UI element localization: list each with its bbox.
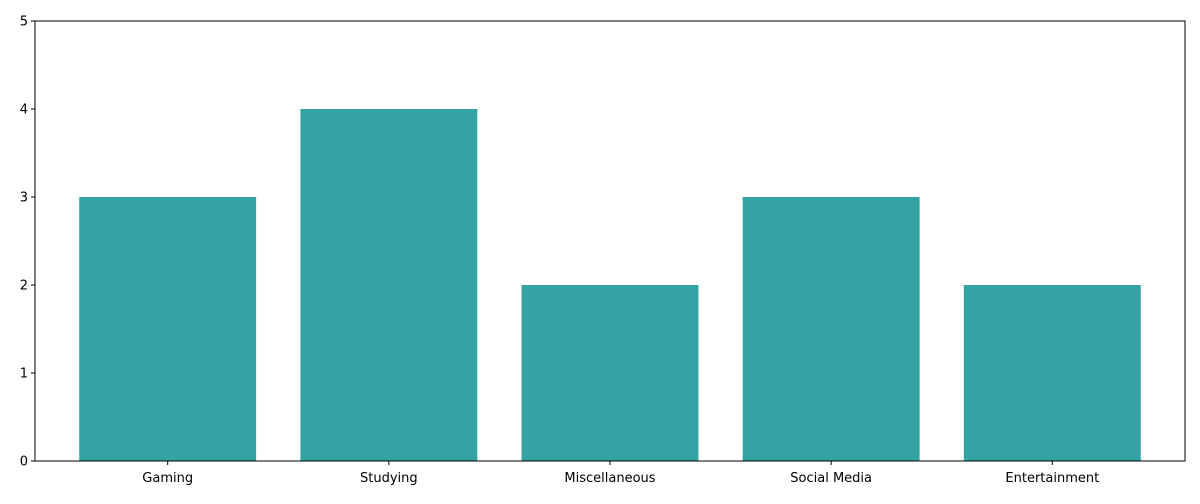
y-tick-label: 1 (20, 367, 28, 382)
bar-miscellaneous (521, 285, 699, 461)
bar-entertainment (963, 285, 1141, 461)
x-tick-label: Entertainment (1005, 471, 1099, 486)
bar-social-media (742, 197, 920, 461)
x-tick-label: Miscellaneous (564, 471, 655, 486)
x-axis-ticks: Gaming Studying Miscellaneous Social Media E… (142, 461, 1099, 486)
y-tick-label: 5 (20, 15, 28, 30)
y-tick-label: 0 (20, 455, 28, 470)
x-tick-label: Social Media (790, 471, 872, 486)
x-tick-label: Studying (360, 471, 418, 486)
bar-studying (300, 109, 478, 461)
bars-layer (79, 109, 1141, 461)
bar-gaming (79, 197, 257, 461)
y-axis-ticks: 0 1 2 3 4 5 (20, 15, 35, 470)
y-tick-label: 2 (20, 279, 28, 294)
y-tick-label: 3 (20, 191, 28, 206)
y-tick-label: 4 (20, 103, 28, 118)
x-tick-label: Gaming (142, 471, 193, 486)
